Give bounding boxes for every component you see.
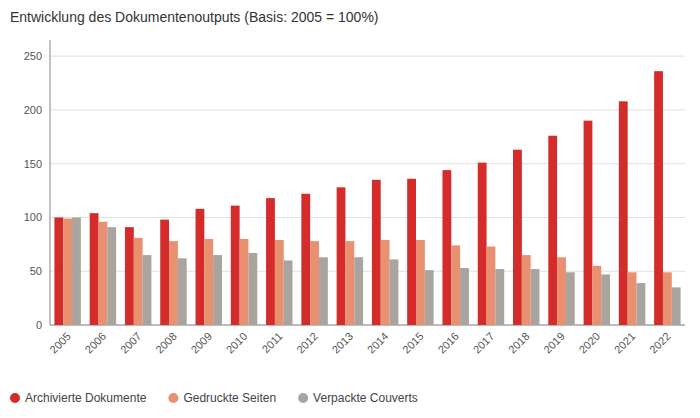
bar: [416, 240, 425, 325]
x-tick-label: 2016: [435, 330, 461, 356]
bar: [240, 239, 249, 325]
legend-marker: [298, 393, 308, 403]
legend-marker: [10, 393, 20, 403]
bar: [601, 274, 610, 325]
bar: [134, 238, 143, 325]
x-tick-label: 2008: [153, 330, 179, 356]
x-tick-label: 2021: [612, 330, 638, 356]
bar: [495, 269, 504, 325]
bar: [672, 287, 681, 325]
bar: [654, 71, 663, 325]
bar: [442, 170, 451, 325]
chart-container: Entwicklung des Dokumentenoutputs (Basis…: [0, 0, 700, 418]
y-tick-label: 100: [24, 211, 42, 223]
bars: [54, 71, 680, 325]
bar: [566, 272, 575, 325]
x-tick-label: 2005: [47, 330, 73, 356]
bar: [63, 219, 72, 325]
page: {"chart_data": {"type": "bar", "title": …: [0, 0, 700, 418]
grid-line: [50, 56, 685, 57]
x-tick-label: 2011: [260, 330, 285, 355]
bar-series: [63, 219, 672, 325]
x-tick-label: 2013: [329, 330, 355, 356]
y-tick-label: 200: [24, 104, 42, 116]
bar: [345, 241, 354, 325]
bar: [169, 241, 178, 325]
x-tick-label: 2020: [576, 330, 602, 356]
bar: [310, 241, 319, 325]
bar: [125, 227, 134, 325]
bar: [213, 255, 222, 325]
bar-series: [72, 217, 681, 325]
bar: [636, 283, 645, 325]
bar: [160, 220, 169, 325]
x-tick-label: 2019: [541, 330, 567, 356]
bar: [619, 101, 628, 325]
bar: [90, 213, 99, 325]
x-tick-label: 2017: [471, 330, 497, 356]
x-tick-label: 2022: [647, 330, 673, 356]
bar-series: [54, 71, 663, 325]
x-tick-label: 2007: [118, 330, 144, 356]
legend-marker: [168, 393, 178, 403]
bar: [522, 255, 531, 325]
y-tick-label: 50: [30, 265, 42, 277]
bar: [381, 240, 390, 325]
bar: [557, 257, 566, 325]
legend-label: Archivierte Dokumente: [25, 391, 147, 405]
grid: [50, 56, 685, 325]
x-tick-label: 2010: [224, 330, 250, 356]
y-tick-label: 0: [36, 319, 42, 331]
bar: [460, 268, 469, 325]
bar: [54, 217, 63, 325]
title: Entwicklung des Dokumentenoutputs (Basis…: [10, 9, 379, 25]
bar: [531, 269, 540, 325]
x-tick-label: 2014: [365, 330, 391, 356]
bar: [372, 180, 381, 325]
y-axis-line: [50, 40, 51, 325]
bar: [143, 255, 152, 325]
chart-svg: Entwicklung des Dokumentenoutputs (Basis…: [0, 0, 700, 418]
bar: [425, 270, 434, 325]
y-tick-label: 150: [24, 158, 42, 170]
bar: [319, 257, 328, 325]
bar: [72, 217, 81, 325]
bar: [390, 259, 399, 325]
bar: [592, 266, 601, 325]
bar: [196, 209, 205, 325]
bar: [99, 222, 108, 325]
grid-line: [50, 109, 685, 110]
bar: [284, 260, 293, 325]
bar: [107, 227, 116, 325]
bar: [451, 245, 460, 325]
bar: [513, 150, 522, 325]
legend-label: Gedruckte Seiten: [183, 391, 276, 405]
bar: [584, 121, 593, 325]
bar: [487, 246, 496, 325]
bar: [231, 206, 240, 325]
bar: [266, 198, 275, 325]
bar: [337, 187, 346, 325]
x-tick-label: 2012: [294, 330, 320, 356]
bar: [248, 253, 257, 325]
x-tick-label: 2015: [400, 330, 426, 356]
legend-label: Verpackte Couverts: [313, 391, 418, 405]
x-tick-label: 2009: [188, 330, 214, 356]
bar: [663, 272, 672, 325]
bar: [478, 163, 487, 325]
bar: [204, 239, 213, 325]
x-tick-label: 2018: [506, 330, 532, 356]
bar: [628, 272, 637, 325]
bar: [178, 258, 187, 325]
bar: [548, 136, 557, 325]
x-tick-label: 2006: [83, 330, 109, 356]
bar: [275, 240, 284, 325]
bar: [407, 179, 416, 325]
y-tick-label: 250: [24, 50, 42, 62]
bar: [354, 257, 363, 325]
legend: Archivierte Dokumente Gedruckte Seiten Ver…: [10, 391, 418, 405]
bar: [301, 194, 310, 325]
